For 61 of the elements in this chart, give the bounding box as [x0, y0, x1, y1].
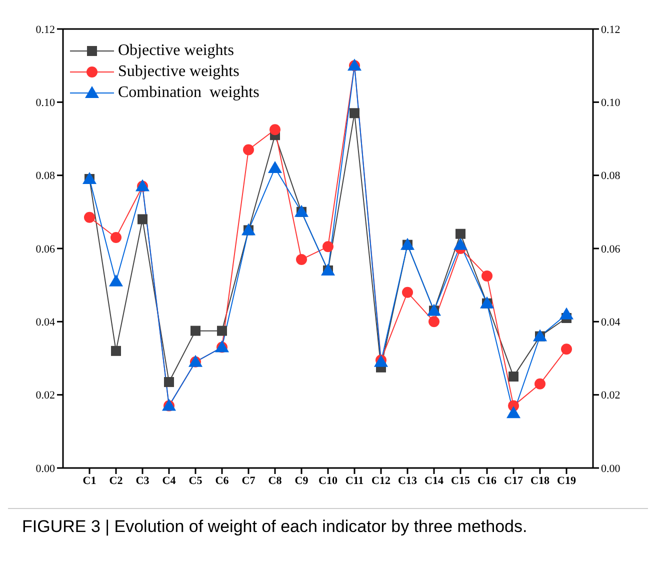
x-tick-label: C13	[398, 474, 418, 487]
y2-tick-label: 0.02	[601, 390, 620, 402]
x-tick-label: C16	[478, 474, 497, 487]
x-tick-label: C18	[530, 474, 550, 487]
point	[164, 377, 174, 388]
point	[270, 124, 280, 136]
legend-label: Subjective weights	[118, 62, 240, 82]
x-tick-label: C11	[345, 474, 364, 487]
y-tick-label: 0.10	[36, 97, 56, 110]
point	[350, 108, 360, 118]
point	[138, 214, 148, 224]
point	[322, 241, 334, 252]
legend-label: Combination weights	[118, 83, 260, 103]
x-tick-label: C7	[242, 474, 256, 487]
point	[268, 161, 282, 174]
point	[534, 378, 546, 390]
point	[84, 212, 95, 223]
y2-tick-label: 0.04	[601, 316, 621, 329]
point	[110, 232, 122, 244]
x-tick-label: C15	[451, 474, 470, 487]
y-tick-label: 0.12	[36, 24, 55, 36]
point	[111, 346, 121, 356]
point	[428, 316, 440, 328]
x-tick-label: C17	[504, 474, 524, 487]
y2-tick-label: 0.10	[601, 97, 621, 110]
point	[506, 406, 520, 418]
x-tick-label: C3	[136, 474, 150, 487]
x-tick-label: C4	[162, 474, 176, 487]
y-tick-label: 0.02	[36, 390, 55, 402]
x-tick-label: C6	[215, 474, 230, 487]
y-tick-label: 0.00	[36, 462, 56, 475]
x-tick-label: C12	[372, 474, 391, 487]
point	[508, 372, 518, 382]
y-tick-label: 0.06	[36, 243, 56, 256]
x-tick-label: C19	[557, 474, 576, 487]
point	[402, 286, 413, 298]
x-tick-label: C5	[188, 474, 203, 487]
point	[561, 344, 572, 355]
point	[109, 274, 123, 286]
legend-label: Objective weights	[118, 41, 234, 61]
x-tick-label: C10	[318, 474, 338, 487]
point	[217, 326, 227, 336]
point	[190, 326, 200, 336]
point	[296, 254, 307, 265]
y2-tick-label: 0.00	[601, 462, 621, 475]
x-tick-label: C14	[424, 474, 444, 487]
x-tick-label: C9	[294, 474, 309, 487]
point	[454, 238, 468, 250]
y2-tick-label: 0.08	[601, 170, 621, 182]
x-tick-label: C2	[109, 474, 124, 487]
x-tick-label: C1	[82, 474, 96, 487]
x-tick-label: C8	[268, 474, 282, 487]
point	[560, 307, 574, 320]
y-tick-label: 0.08	[36, 170, 56, 182]
point	[456, 228, 466, 239]
point	[482, 270, 492, 282]
caption: FIGURE 3 | Evolution of weight of each indicator by three methods.	[8, 508, 648, 545]
y-tick-label: 0.04	[36, 316, 56, 329]
y2-tick-label: 0.06	[601, 243, 621, 256]
y2-tick-label: 0.12	[601, 24, 620, 36]
point	[243, 144, 254, 156]
